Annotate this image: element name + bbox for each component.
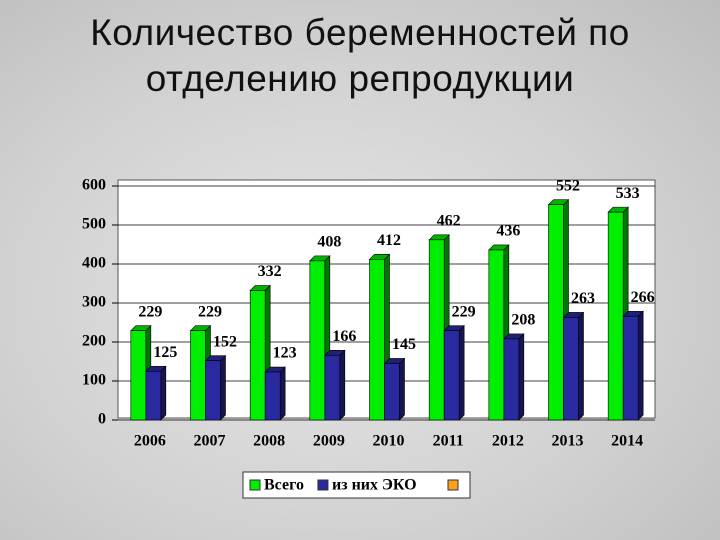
bar-side [220,354,226,421]
y-tick-label: 300 [82,294,106,311]
y-tick-label: 100 [82,372,106,389]
data-label: 166 [332,328,356,345]
y-tick-label: 0 [98,411,106,428]
data-label: 552 [556,177,580,194]
bar [607,211,624,421]
legend-swatch [249,479,261,491]
x-tick-label: 2013 [552,433,584,450]
bar-side [399,357,405,421]
data-label: 462 [437,212,461,229]
y-tick-label: 200 [82,333,106,350]
legend-swatch [447,479,459,491]
bar-side [339,349,346,421]
legend-label: из них ЭКО [332,477,417,494]
bar [384,363,400,421]
bar [145,370,162,421]
x-tick-label: 2011 [433,433,464,450]
y-tick-label: 600 [82,177,106,194]
data-label: 332 [258,263,282,280]
x-tick-label: 2009 [313,433,345,450]
bar-side [458,324,465,421]
data-label: 412 [377,232,401,249]
legend-swatch [317,479,329,491]
bar [428,239,445,421]
x-tick-label: 2008 [253,433,285,450]
legend-box [242,471,471,499]
bar [548,204,564,421]
bar [324,354,341,421]
bar [563,317,579,421]
bar [205,360,221,421]
data-label: 229 [198,303,222,320]
x-tick-label: 2007 [194,433,226,450]
bar [190,330,206,421]
bar [503,338,520,421]
x-tick-label: 2006 [134,433,166,450]
bar-side [518,333,525,421]
legend-label: Всего [264,477,304,494]
bar [130,330,147,421]
data-label: 208 [511,312,535,329]
bar [309,260,326,421]
y-tick-label: 400 [82,255,106,272]
x-tick-label: 2010 [373,433,405,450]
data-label: 533 [616,185,640,202]
bar-side [637,310,644,421]
bar-side [578,311,584,421]
bar [264,371,281,421]
bar [369,259,385,421]
x-tick-label: 2014 [611,433,643,450]
bar [622,315,639,421]
chart-title: Количество беременностей по отделению ре… [90,12,630,99]
data-label: 145 [392,336,416,353]
bar-side [160,365,167,421]
data-label: 229 [452,303,476,320]
data-label: 229 [138,303,162,320]
bar [443,330,460,421]
data-label: 123 [273,345,297,362]
bar [488,249,505,421]
bar [249,290,266,421]
data-label: 408 [317,234,341,251]
bar-side [279,366,286,421]
data-label: 152 [213,333,237,350]
y-tick-label: 500 [82,216,106,233]
x-tick-label: 2012 [492,433,524,450]
data-label: 266 [631,289,655,306]
data-label: 436 [496,223,520,240]
data-label: 263 [571,290,595,307]
data-label: 125 [153,344,177,361]
